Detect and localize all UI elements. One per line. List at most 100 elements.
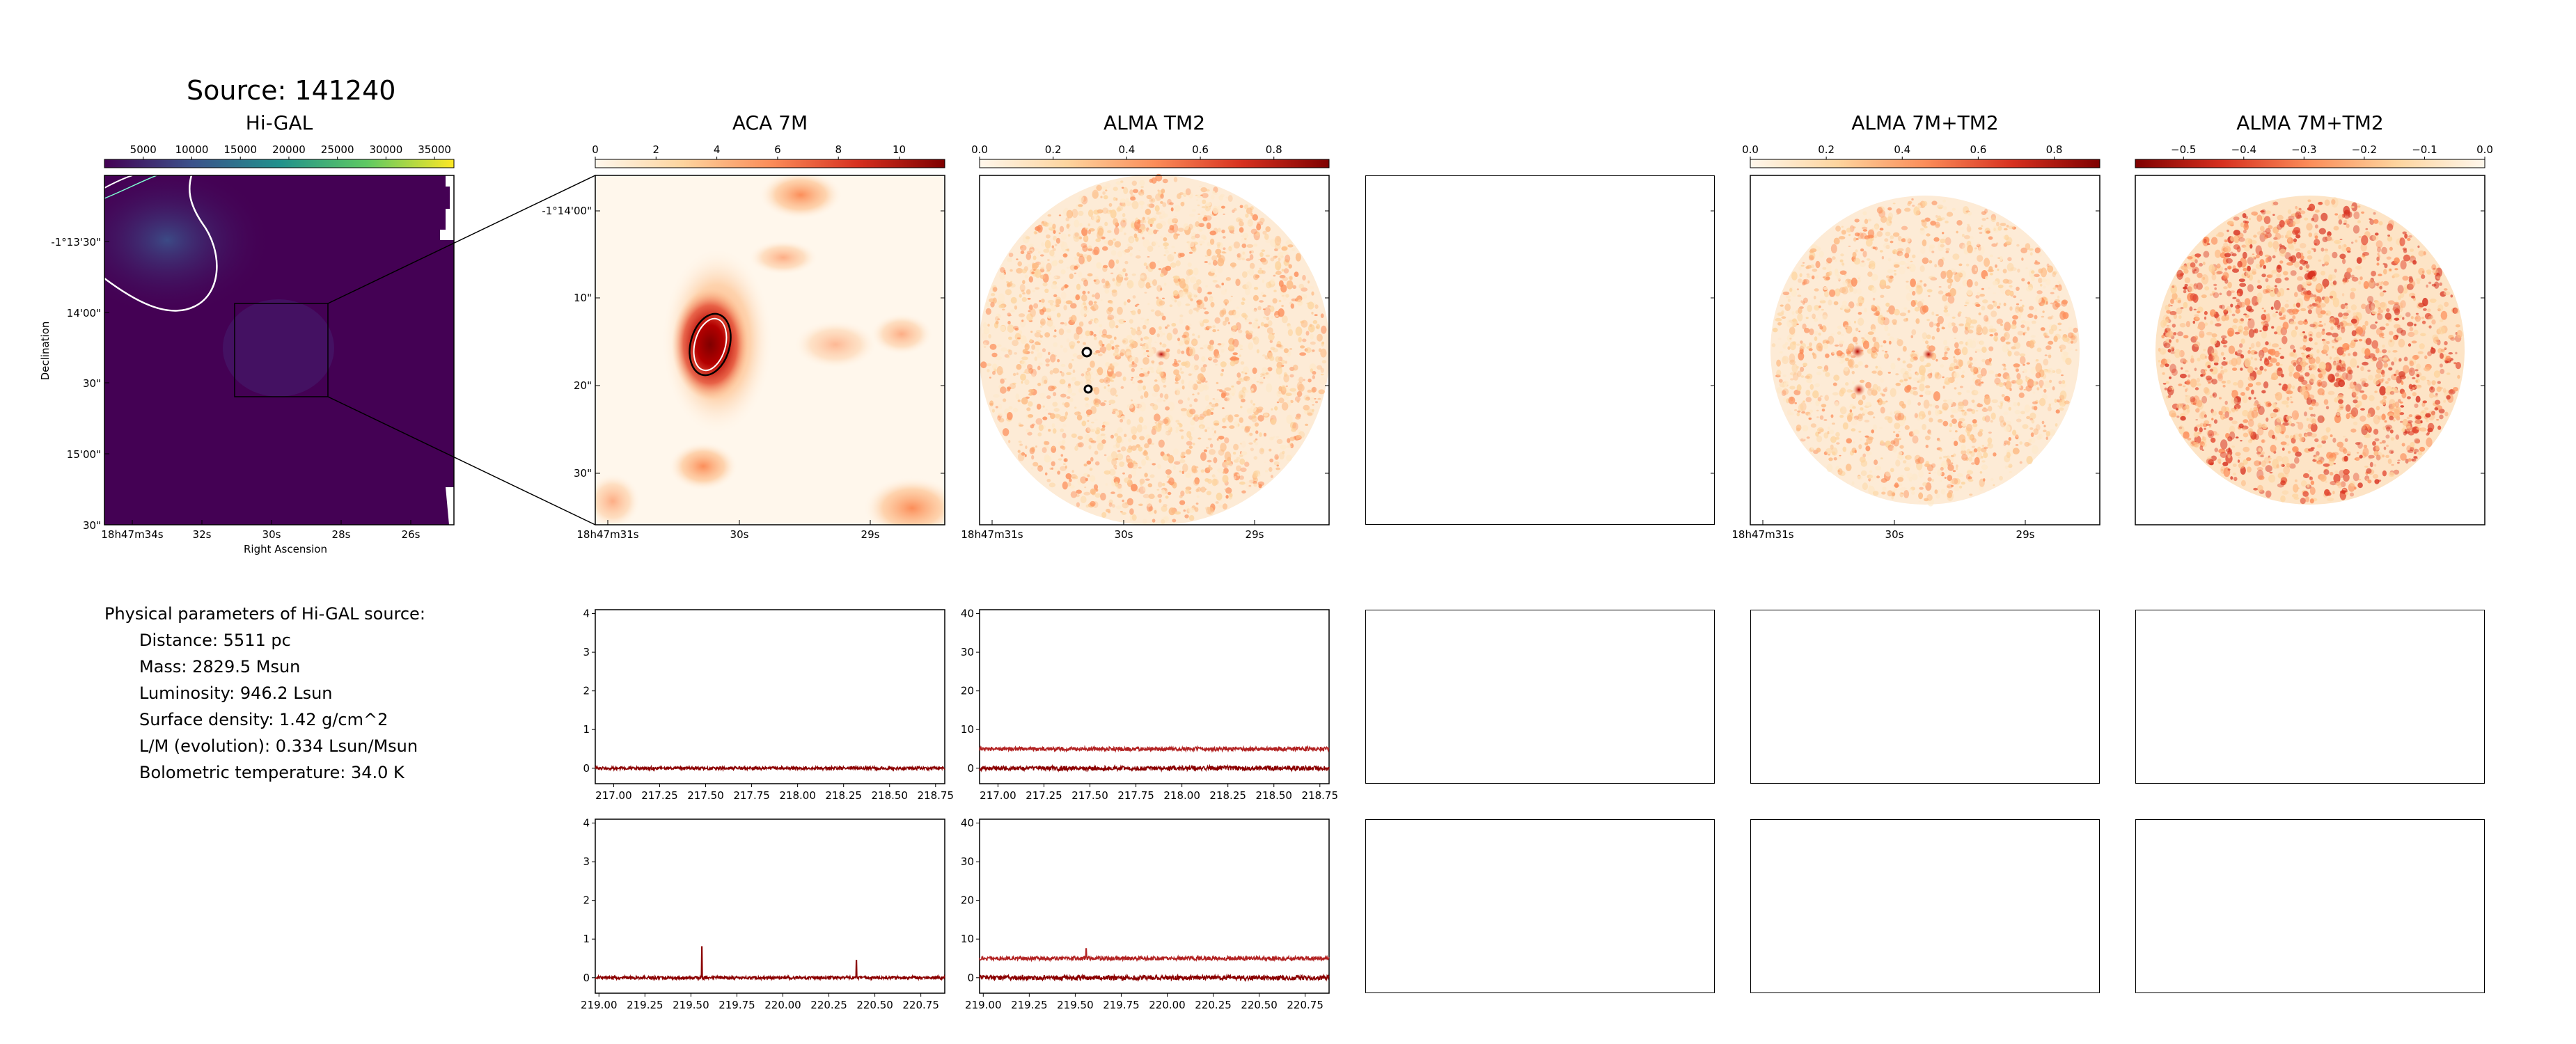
panel-title-tm2: ALMA TM2 [1103, 111, 1206, 134]
spectrum-ytick-label: 40 [961, 608, 974, 620]
spectrum-ytick-label: 30 [961, 855, 974, 868]
empty-spectrum-panel [1365, 819, 1715, 993]
spectrum-xtick-label: 217.50 [1071, 789, 1108, 802]
colorbar-tick-label: 0.0 [2476, 143, 2493, 156]
spectrum-ytick-label: 10 [961, 723, 974, 736]
aca-xtick-label: 29s [861, 528, 880, 541]
spectrum-xtick-label: 219.75 [1103, 999, 1140, 1011]
spectrum-xtick-label: 220.50 [856, 999, 893, 1011]
spectrum-xtick-label: 220.00 [1149, 999, 1186, 1011]
spectrum-xtick-label: 219.50 [673, 999, 709, 1011]
panel-title-higal: Hi-GAL [245, 111, 313, 134]
zoom-connector [327, 396, 596, 525]
spectrum-ytick-label: 3 [583, 855, 590, 868]
spectrum-xtick-label: 219.50 [1057, 999, 1094, 1011]
higal-contour [104, 175, 218, 312]
colorbar-tick-label: −0.5 [2171, 143, 2196, 156]
spectrum-axes [595, 609, 945, 784]
zoom-box [234, 303, 329, 397]
spectrum-xtick-label: 218.75 [1302, 789, 1339, 802]
spectrum-ytick-label: 20 [961, 894, 974, 907]
spectrum-xtick-label: 217.75 [1117, 789, 1154, 802]
colorbar-tick-label: −0.1 [2412, 143, 2437, 156]
spectrum-xtick-label: 220.50 [1241, 999, 1278, 1011]
spectrum-line [979, 973, 1330, 983]
colorbar-tick-label: 25000 [321, 143, 354, 156]
tm2-xtick-label: 30s [1115, 528, 1133, 541]
spectrum-line [979, 745, 1330, 753]
colorbar-tick-label: 10 [893, 143, 906, 156]
spectrum-line [595, 946, 945, 981]
spectrum-ytick-label: 0 [583, 972, 590, 984]
aca-ytick-label: -1°14'00" [542, 205, 592, 217]
colorbar-tick-label: 0.4 [1894, 143, 1910, 156]
combined-xtick-label: 29s [2016, 528, 2035, 541]
colorbar-tick-label: 35000 [418, 143, 451, 156]
spectrum-xtick-label: 218.00 [1163, 789, 1200, 802]
page-title: Source: 141240 [187, 75, 396, 106]
spectrum-ytick-label: 2 [583, 894, 590, 907]
tm2-xtick-label: 18h47m31s [961, 528, 1023, 541]
spectrum-ytick-label: 20 [961, 685, 974, 697]
higal-xlabel: Right Ascension [244, 543, 327, 555]
colorbar-tick-label: 10000 [175, 143, 209, 156]
tm2-colorbar [979, 159, 1330, 168]
higal-xtick-label: 18h47m34s [101, 528, 163, 541]
combined-xtick-label: 18h47m31s [1731, 528, 1793, 541]
colorbar-tick-label: −0.3 [2291, 143, 2316, 156]
empty-spectrum-panel [2135, 610, 2485, 784]
higal-xtick-label: 30s [262, 528, 281, 541]
spectrum-line [979, 764, 1330, 773]
spectrum-ytick-label: 3 [583, 646, 590, 658]
spectrum-ytick-label: 0 [967, 972, 974, 984]
negative-image [2135, 175, 2485, 525]
params-block: Physical parameters of Hi-GAL source: Di… [104, 601, 425, 786]
colorbar-tick-label: 0.2 [1045, 143, 1062, 156]
panel-title-aca: ACA 7M [732, 111, 808, 134]
spectrum-xtick-label: 218.00 [779, 789, 816, 802]
colorbar-tick-label: 0 [592, 143, 599, 156]
higal-ytick-label: 30" [83, 377, 101, 390]
tm2-xtick-label: 29s [1246, 528, 1264, 541]
combined-colorbar [1750, 159, 2100, 168]
empty-spectrum-panel [2135, 819, 2485, 993]
higal-xtick-label: 28s [332, 528, 351, 541]
spectrum-xtick-label: 220.00 [764, 999, 801, 1011]
colorbar-tick-label: 8 [835, 143, 842, 156]
spectrum-xtick-label: 220.75 [1287, 999, 1324, 1011]
spectrum-xtick-label: 219.25 [627, 999, 663, 1011]
colorbar-tick-label: −0.2 [2352, 143, 2377, 156]
colorbar-tick-label: 15000 [223, 143, 257, 156]
spectrum-xtick-label: 218.50 [871, 789, 908, 802]
higal-image [104, 175, 454, 525]
colorbar-tick-label: 20000 [272, 143, 306, 156]
aca-xtick-label: 30s [730, 528, 749, 541]
higal-xtick-label: 32s [193, 528, 212, 541]
spectrum-line [979, 948, 1330, 963]
spectrum-ytick-label: 1 [583, 723, 590, 736]
tm2-image [979, 173, 1330, 525]
panel-title-combined: ALMA 7M+TM2 [1851, 111, 1999, 134]
empty-spectrum-panel [1750, 819, 2100, 993]
empty-spectrum-panel [1365, 610, 1715, 784]
aca-ytick-label: 30" [574, 467, 592, 480]
colorbar-tick-label: 30000 [370, 143, 403, 156]
colorbar-tick-label: 4 [714, 143, 721, 156]
colorbar-tick-label: −0.4 [2231, 143, 2256, 156]
empty-spectrum-panel [1750, 610, 2100, 784]
colorbar-tick-label: 0.6 [1192, 143, 1209, 156]
spectrum-xtick-label: 217.75 [733, 789, 770, 802]
param-luminosity: Luminosity: 946.2 Lsun [139, 683, 333, 703]
aca-colorbar [595, 159, 945, 168]
combined-xtick-label: 30s [1885, 528, 1904, 541]
spectrum-ytick-label: 2 [583, 685, 590, 697]
spectrum-xtick-label: 217.25 [1026, 789, 1062, 802]
spectrum-xtick-label: 217.00 [595, 789, 632, 802]
spectrum-axes [979, 609, 1330, 784]
colorbar-tick-label: 0.8 [2046, 143, 2063, 156]
colorbar-tick-label: 0.0 [971, 143, 988, 156]
spectrum-xtick-label: 218.50 [1255, 789, 1292, 802]
colorbar-tick-label: 2 [653, 143, 660, 156]
colorbar-tick-label: 6 [774, 143, 781, 156]
